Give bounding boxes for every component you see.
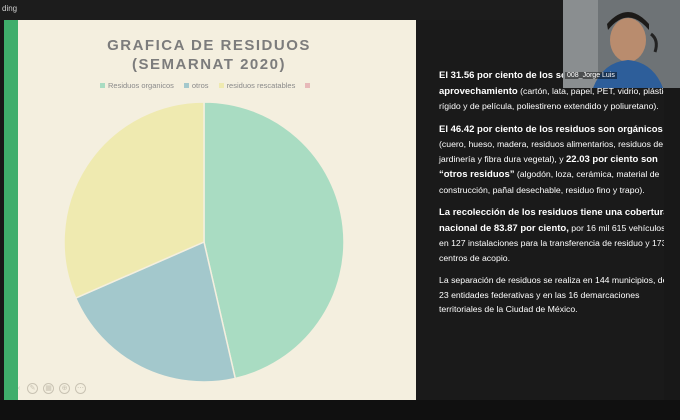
wave-divider bbox=[416, 20, 432, 400]
paragraph-segment: La recolección de los residuos tiene una… bbox=[439, 207, 664, 234]
legend-entry: residuos rescatables bbox=[218, 80, 296, 90]
legend-swatch bbox=[183, 82, 189, 88]
chart-title-line2: (SEMARNAT 2020) bbox=[132, 56, 286, 73]
chart-legend: Residuos organicos otros residuos rescatab… bbox=[100, 79, 313, 91]
slide-paragraph: La separación de residuos se realiza en … bbox=[439, 273, 664, 317]
pen-icon[interactable]: ✎ bbox=[27, 382, 38, 394]
slideshow-controls: ‹ ✎ ▦ ⊕ ⋯ bbox=[16, 380, 86, 396]
paragraph-segment: por 16 mil 615 vehículos, en 127 instala… bbox=[439, 222, 664, 263]
slide-text-column: El 31.56 por ciento de los son susceptib… bbox=[439, 68, 664, 325]
pie-chart bbox=[63, 101, 345, 383]
paragraph-segment: (cuero, hueso, madera, residuos alimenta… bbox=[439, 139, 664, 164]
paragraph-segment: El 46.42 por ciento de los residuos son … bbox=[439, 123, 663, 135]
participant-name: 008_Jorge Luis bbox=[565, 72, 617, 79]
participant-video bbox=[563, 0, 680, 88]
chart-title-line1: GRAFICA DE RESIDUOS bbox=[107, 37, 311, 54]
paragraph-segment: El 31.56 por ciento de los bbox=[439, 70, 556, 81]
legend-label: otros bbox=[191, 80, 209, 90]
slide-paragraph: La recolección de los residuos tiene una… bbox=[439, 205, 664, 265]
webcam-thumbnail[interactable]: 008_Jorge Luis bbox=[563, 0, 680, 88]
prev-icon[interactable]: ‹ bbox=[17, 384, 21, 392]
legend-entry: Residuos organicos bbox=[100, 81, 174, 90]
legend-entry: otros bbox=[183, 80, 209, 90]
pie-slice-3 bbox=[63, 101, 205, 300]
legend-swatch bbox=[218, 82, 224, 88]
pie-slice-1 bbox=[203, 101, 345, 380]
legend-label: residuos rescatables bbox=[226, 80, 296, 90]
chart-title: GRAFICA DE RESIDUOS (SEMARNAT 2020) bbox=[64, 36, 354, 74]
slide-accent-strip bbox=[4, 20, 18, 400]
slides-icon[interactable]: ▦ bbox=[43, 382, 54, 394]
paragraph-segment: (algodón, loza, cerámica, material de co… bbox=[439, 169, 660, 195]
meeting-bottom-bar bbox=[0, 400, 680, 420]
legend-swatch bbox=[305, 82, 311, 88]
slide-paragraph: El 46.42 por ciento de los residuos son … bbox=[439, 122, 664, 198]
legend-label: Residuos organicos bbox=[108, 80, 174, 90]
zoom-icon[interactable]: ⊕ bbox=[59, 382, 70, 394]
meeting-top-bar: ding bbox=[0, 0, 680, 20]
recording-label: ding bbox=[2, 4, 18, 13]
legend-entry bbox=[305, 82, 313, 88]
more-icon[interactable]: ⋯ bbox=[75, 382, 86, 394]
paragraph-segment: La separación de residuos se realiza en … bbox=[439, 275, 664, 314]
pie-slice-2 bbox=[74, 240, 237, 383]
legend-swatch bbox=[100, 82, 105, 88]
presentation-slide: GRAFICA DE RESIDUOS (SEMARNAT 2020) Resi… bbox=[4, 20, 664, 400]
paragraph-segment: 22.03 por ciento son “otros residuos” bbox=[439, 153, 658, 181]
paragraph-segment: (cartón, lata, papel, PET, vidrio, plást… bbox=[439, 85, 664, 112]
